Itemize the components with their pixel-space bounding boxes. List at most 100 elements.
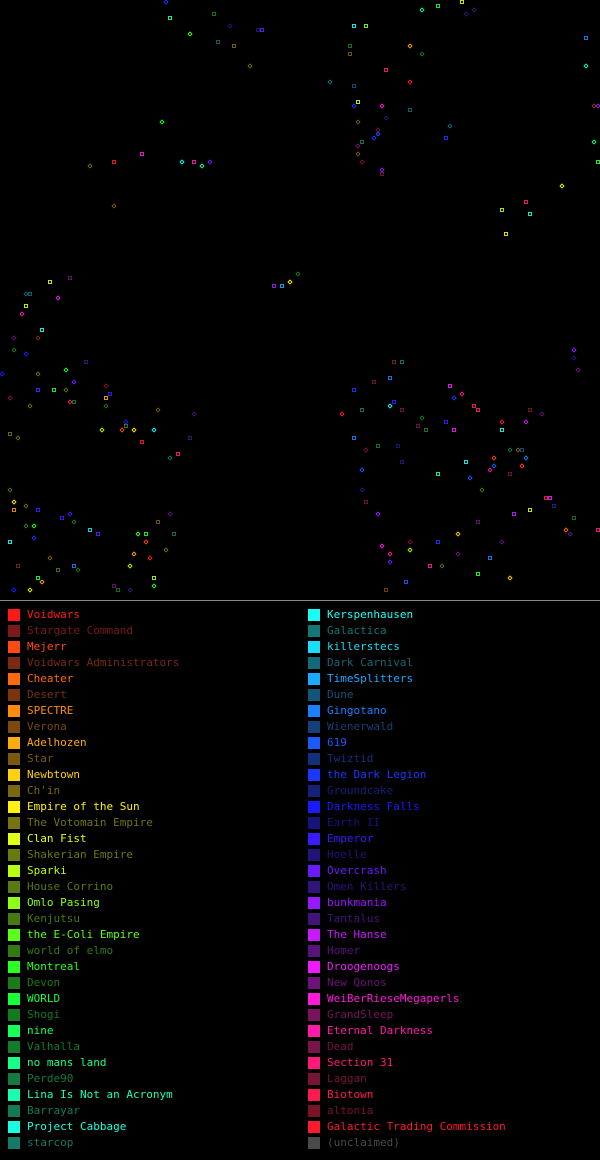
system-marker [548,112,552,116]
system-marker [596,476,600,480]
system-marker [192,580,196,584]
system-marker [396,192,400,196]
legend-item: Droogenoogs [308,959,506,975]
system-marker [336,488,340,492]
system-marker [133,449,136,452]
legend-swatch [308,1025,320,1037]
system-marker [152,228,156,232]
system-marker [545,429,548,432]
system-marker [200,88,204,92]
system-marker [520,164,524,168]
system-marker [484,0,488,4]
system-marker [172,176,176,180]
system-marker [513,301,516,304]
system-marker [352,496,356,500]
system-marker [533,5,536,8]
system-marker [145,17,148,20]
system-marker [457,161,460,164]
system-marker [76,200,80,204]
system-marker [428,524,432,528]
system-marker [80,436,84,440]
system-marker [552,556,556,560]
system-marker [256,428,260,432]
system-marker [232,148,236,152]
system-marker [364,304,368,308]
system-marker [277,149,280,152]
system-marker [89,129,92,132]
system-marker [533,301,536,304]
system-marker [41,465,44,468]
system-marker [256,348,260,352]
system-marker [477,369,480,372]
system-marker [185,581,188,584]
system-marker [97,21,100,24]
system-marker [500,328,504,332]
system-marker [476,328,480,332]
legend-label: Lina Is Not an Acronym [27,1088,173,1101]
system-marker [257,189,260,192]
system-marker [53,425,56,428]
system-marker [417,337,420,340]
system-marker [517,553,520,556]
system-marker [321,53,324,56]
system-marker [5,17,8,20]
system-marker [56,192,60,196]
system-marker [293,193,296,196]
system-marker [173,37,176,40]
system-marker [220,472,224,476]
system-marker [464,308,468,312]
legend-swatch [8,913,20,925]
system-marker [197,585,200,588]
system-marker [268,364,272,368]
legend-swatch [8,1041,20,1053]
system-marker [145,121,148,124]
legend-item: Mejerr [8,639,179,655]
system-marker [240,180,244,184]
system-marker [317,29,320,32]
system-marker [149,489,152,492]
system-marker [472,112,476,116]
legend-label: Montreal [27,960,80,973]
system-marker [88,496,92,500]
system-marker [188,192,192,196]
system-marker [404,580,408,584]
legend-label: Twiztid [327,752,374,765]
system-marker [281,469,284,472]
system-marker [140,56,144,60]
system-marker [549,333,552,336]
system-marker [597,581,600,584]
system-marker [192,172,196,176]
system-marker [37,105,40,108]
system-marker [336,132,340,136]
system-marker [420,240,424,244]
system-marker [473,157,476,160]
system-marker [528,212,532,216]
system-marker [316,460,320,464]
system-marker [181,109,184,112]
system-marker [553,157,556,160]
system-marker [69,473,72,476]
system-marker [108,304,112,308]
system-marker [168,176,172,180]
system-marker [193,305,196,308]
system-marker [260,308,264,312]
system-marker [135,531,141,537]
system-marker [316,540,320,544]
system-marker [444,76,448,80]
system-marker [409,409,412,412]
system-marker [288,468,292,472]
system-marker [273,245,276,248]
system-marker [75,567,81,573]
system-marker [23,291,29,297]
system-marker [400,296,404,300]
system-marker [245,417,248,420]
system-marker [509,73,512,76]
system-marker [247,63,253,69]
system-marker [545,125,548,128]
system-marker [460,0,464,4]
system-marker [109,269,112,272]
system-marker [308,372,312,376]
system-marker [409,269,412,272]
system-marker [276,436,280,440]
system-marker [597,489,600,492]
